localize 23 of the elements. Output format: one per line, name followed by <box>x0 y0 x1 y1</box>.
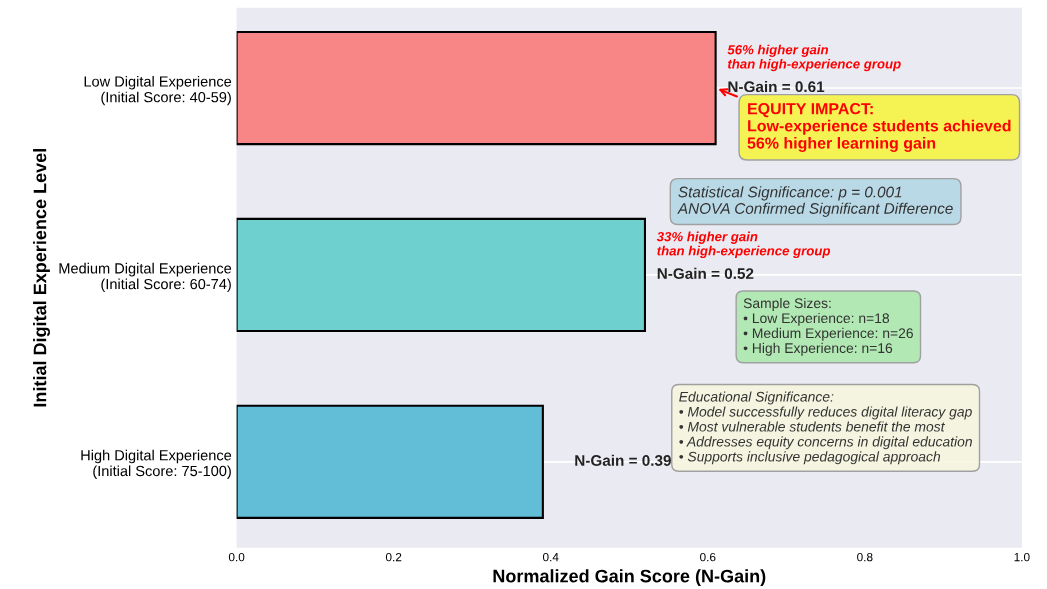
x-tick-label: 0.8 <box>857 552 873 562</box>
annotation: EQUITY IMPACT: Low-experience students achieved 56% higher learning gain <box>747 103 1011 152</box>
y-tick-label: High Digital Experience (Initial Score: 75-100) <box>81 449 232 480</box>
data-label: N-Gain = 0.52 <box>657 267 754 280</box>
bar <box>236 30 717 146</box>
x-tick-label: 1.0 <box>1014 552 1030 562</box>
x-axis-title: Normalized Gain Score (N-Gain) <box>493 569 766 587</box>
annotation: Sample Sizes: • Low Experience: n=18 • Medium Experience: n=26 • High Experience: n=16 <box>743 297 913 356</box>
bar <box>236 404 544 519</box>
annotation: Statistical Significance: p = 0.001 ANOVA Confirmed Significant Difference <box>677 186 953 217</box>
annotation: 56% higher gain than high-experience group <box>727 44 901 72</box>
y-tick-label: Medium Digital Experience (Initial Score: 60-74) <box>59 262 232 293</box>
y-tick-label: Low Digital Experience (Initial Score: 40-59) <box>84 75 232 106</box>
x-tick-label: 0.6 <box>700 552 716 562</box>
annotation: 33% higher gain than high-experience group <box>656 231 831 259</box>
y-axis-title: Initial Digital Experience Level <box>33 149 50 407</box>
x-tick-label: 0.4 <box>542 552 559 562</box>
annotation: Educational Significance: • Model successfully reduces digital literacy gap • Most vulnerable students benefit the most • Addresses equity concerns in digital education • Supports inclusive pedagogical approach <box>679 391 972 465</box>
x-tick-label: 0.2 <box>385 552 402 562</box>
data-label: N-Gain = 0.39 <box>575 454 671 466</box>
x-tick-label: 0.0 <box>228 552 245 562</box>
data-label: N-Gain = 0.61 <box>728 80 825 93</box>
bar <box>236 217 646 333</box>
